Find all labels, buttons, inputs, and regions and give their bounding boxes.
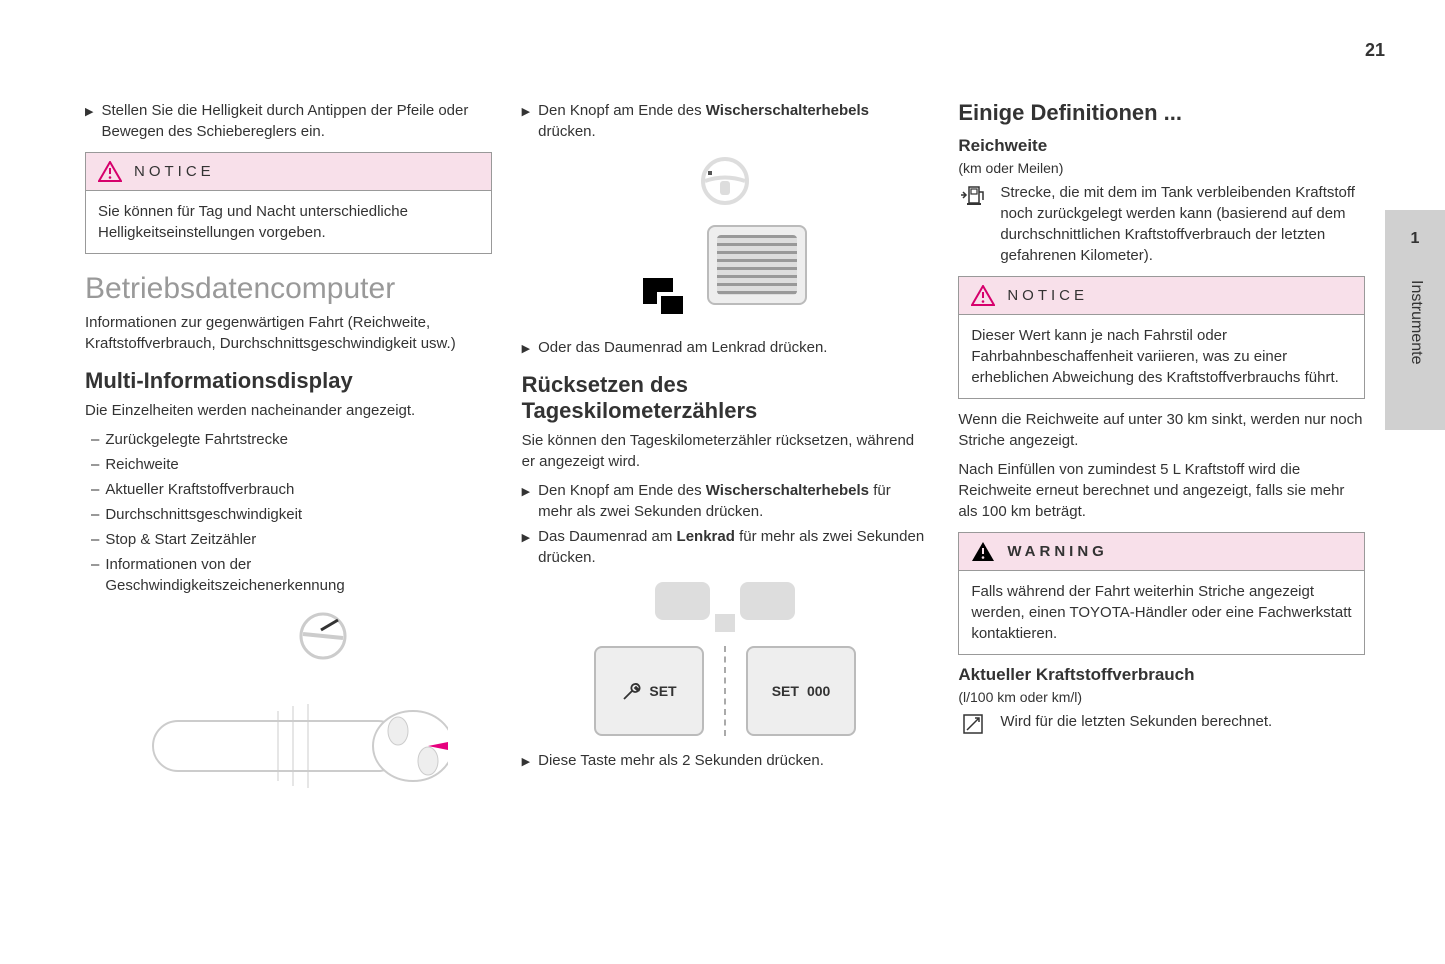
notice-triangle-icon bbox=[98, 161, 122, 182]
range-para-2: Nach Einfüllen von zumindest 5 L Kraftst… bbox=[958, 459, 1365, 522]
heading-current-fuel: Aktueller Kraftstoffverbrauch bbox=[958, 665, 1365, 685]
bullet-text: Den Knopf am Ende des Wischerschalterheb… bbox=[538, 100, 928, 142]
heading-reichweite: Reichweite bbox=[958, 136, 1365, 156]
current-fuel-row: Wird für die letzten Sekunden berechnet. bbox=[958, 711, 1365, 740]
triangle-bullet-icon bbox=[85, 100, 93, 142]
set-buttons-figure: SET SET 000 bbox=[522, 646, 929, 736]
triangle-bullet-icon bbox=[522, 337, 530, 358]
list-item-text: Zurückgelegte Fahrtstrecke bbox=[105, 429, 288, 450]
cluster-figure bbox=[522, 582, 929, 632]
warning-triangle-icon bbox=[971, 541, 995, 562]
column-1: Stellen Sie die Helligkeit durch Antippe… bbox=[85, 100, 492, 796]
black-squares-icon bbox=[643, 278, 693, 323]
bullet-text: Das Daumenrad am Lenkrad für mehr als zw… bbox=[538, 526, 928, 568]
list-item-text: Informationen von der Geschwindigkeitsze… bbox=[105, 554, 491, 596]
set-button-right: SET 000 bbox=[746, 646, 856, 736]
list-item: –Reichweite bbox=[85, 454, 492, 475]
column-3: Einige Definitionen ... Reichweite (km o… bbox=[958, 100, 1365, 796]
reset-trip-intro: Sie können den Tageskilometerzähler rück… bbox=[522, 430, 929, 472]
set-button-left: SET bbox=[594, 646, 704, 736]
heading-betriebsdatencomputer: Betriebsdatencomputer bbox=[85, 272, 492, 306]
bullet-reset-wheel: Das Daumenrad am Lenkrad für mehr als zw… bbox=[522, 526, 929, 568]
list-item-text: Stop & Start Zeitzähler bbox=[105, 529, 256, 550]
heading-multi-info: Multi-Informationsdisplay bbox=[85, 368, 492, 394]
notice-label: NOTICE bbox=[1007, 287, 1088, 304]
notice-body: Sie können für Tag und Nacht unterschied… bbox=[86, 191, 491, 253]
bullet-text: Stellen Sie die Helligkeit durch Antippe… bbox=[101, 100, 491, 142]
multi-info-intro: Die Einzelheiten werden nacheinander ang… bbox=[85, 400, 492, 421]
triangle-bullet-icon bbox=[522, 480, 530, 522]
notice-box-1: NOTICE Sie können für Tag und Nacht unte… bbox=[85, 152, 492, 254]
column-2: Den Knopf am Ende des Wischerschalterheb… bbox=[522, 100, 929, 796]
notice-header: NOTICE bbox=[959, 277, 1364, 315]
unit-text: (km oder Meilen) bbox=[958, 160, 1365, 176]
set-value: 000 bbox=[807, 683, 830, 699]
triangle-bullet-icon bbox=[522, 100, 530, 142]
notice-body: Dieser Wert kann je nach Fahrstil oder F… bbox=[959, 315, 1364, 398]
fuel-range-text: Strecke, die mit dem im Tank verbleibend… bbox=[1000, 182, 1365, 266]
gauge-icon bbox=[958, 711, 988, 740]
bullet-knob: Den Knopf am Ende des Wischerschalterheb… bbox=[522, 100, 929, 142]
unit-text-2: (l/100 km oder km/l) bbox=[958, 689, 1365, 705]
fuel-range-row: Strecke, die mit dem im Tank verbleibend… bbox=[958, 182, 1365, 266]
list-item: –Zurückgelegte Fahrtstrecke bbox=[85, 429, 492, 450]
warning-body: Falls während der Fahrt weiterhin Strich… bbox=[959, 571, 1364, 654]
thumbwheel-figure bbox=[522, 225, 929, 323]
notice-label: NOTICE bbox=[134, 163, 215, 180]
side-tab-label: Instrumente bbox=[1407, 280, 1425, 364]
list-item-text: Durchschnittsgeschwindigkeit bbox=[105, 504, 302, 525]
bullet-brightness: Stellen Sie die Helligkeit durch Antippe… bbox=[85, 100, 492, 142]
set-label: SET bbox=[772, 683, 799, 699]
triangle-bullet-icon bbox=[522, 750, 530, 771]
scroll-wheel-icon bbox=[707, 225, 807, 305]
warning-header: WARNING bbox=[959, 533, 1364, 571]
triangle-bullet-icon bbox=[522, 526, 530, 568]
bullet-text: Oder das Daumenrad am Lenkrad drücken. bbox=[538, 337, 827, 358]
warning-box: WARNING Falls während der Fahrt weiterhi… bbox=[958, 532, 1365, 655]
notice-triangle-icon bbox=[971, 285, 995, 306]
list-item: –Informationen von der Geschwindigkeitsz… bbox=[85, 554, 492, 596]
list-item-text: Aktueller Kraftstoffverbrauch bbox=[105, 479, 294, 500]
bullet-thumbwheel: Oder das Daumenrad am Lenkrad drücken. bbox=[522, 337, 929, 358]
list-item: –Durchschnittsgeschwindigkeit bbox=[85, 504, 492, 525]
list-item-text: Reichweite bbox=[105, 454, 178, 475]
dashed-divider bbox=[724, 646, 726, 736]
wrench-icon bbox=[621, 681, 641, 701]
bullet-press-2s: Diese Taste mehr als 2 Sekunden drücken. bbox=[522, 750, 929, 771]
notice-header: NOTICE bbox=[86, 153, 491, 191]
bullet-text: Den Knopf am Ende des Wischerschalterheb… bbox=[538, 480, 928, 522]
range-para-1: Wenn die Reichweite auf unter 30 km sink… bbox=[958, 409, 1365, 451]
set-label: SET bbox=[649, 683, 676, 699]
heading-subtext: Informationen zur gegenwärtigen Fahrt (R… bbox=[85, 312, 492, 354]
notice-box-2: NOTICE Dieser Wert kann je nach Fahrstil… bbox=[958, 276, 1365, 399]
wiper-lever-figure bbox=[128, 606, 448, 796]
side-tab: 1 Instrumente bbox=[1385, 210, 1445, 430]
page-number: 21 bbox=[1365, 40, 1385, 61]
list-item: –Aktueller Kraftstoffverbrauch bbox=[85, 479, 492, 500]
steering-wheel-figure bbox=[522, 156, 929, 211]
fuel-pump-icon bbox=[958, 182, 988, 211]
side-tab-number: 1 bbox=[1385, 210, 1445, 258]
heading-definitions: Einige Definitionen ... bbox=[958, 100, 1365, 126]
bullet-text: Diese Taste mehr als 2 Sekunden drücken. bbox=[538, 750, 824, 771]
current-fuel-text: Wird für die letzten Sekunden berechnet. bbox=[1000, 711, 1365, 732]
heading-reset-trip: Rücksetzen des Tageskilometerzählers bbox=[522, 372, 929, 424]
list-item: –Stop & Start Zeitzähler bbox=[85, 529, 492, 550]
page-content: Stellen Sie die Helligkeit durch Antippe… bbox=[85, 100, 1365, 796]
warning-label: WARNING bbox=[1007, 543, 1108, 560]
bullet-reset-knob: Den Knopf am Ende des Wischerschalterheb… bbox=[522, 480, 929, 522]
